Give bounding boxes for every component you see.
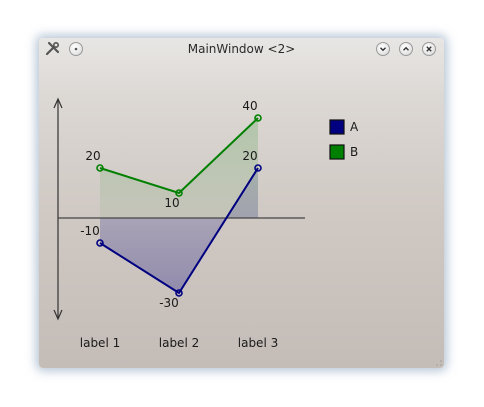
series-B-area	[100, 118, 258, 218]
legend-swatch-A	[329, 119, 345, 135]
maximize-icon[interactable]	[399, 42, 413, 56]
series-A-data-label-2: -30	[159, 296, 179, 310]
series-B-data-label-2: 10	[164, 196, 179, 210]
resize-grip[interactable]	[436, 360, 442, 366]
series-B-data-label-3: 40	[242, 99, 257, 113]
series-B-point-2	[175, 189, 183, 197]
line-chart: -10 -30 20 20 10 40 label 1 label 2 label 3 AB	[53, 97, 359, 350]
series-A-point-3	[254, 164, 262, 172]
window-title: MainWindow <2>	[187, 42, 296, 56]
series-B-point-3	[254, 114, 262, 122]
y-axis-arrow-up	[53, 97, 63, 109]
minimize-icon[interactable]	[376, 42, 390, 56]
main-window: MainWindow <2> -10 -30 20 20 10 40 label 1 labe…	[39, 38, 444, 368]
series-A-data-label-1: -10	[80, 224, 100, 238]
series-B-point-1	[96, 164, 104, 172]
legend-swatch-B	[329, 144, 345, 160]
legend-label-A: A	[350, 120, 359, 134]
y-axis-arrow-down	[53, 309, 63, 321]
x-tick-label-3: label 3	[238, 336, 278, 350]
legend-label-B: B	[350, 145, 358, 159]
x-tick-label-1: label 1	[80, 336, 120, 350]
title-bar[interactable]: MainWindow <2>	[39, 38, 444, 62]
close-icon[interactable]	[422, 42, 436, 56]
series-A-line	[99, 167, 259, 295]
series-A-area	[100, 168, 258, 293]
series-A-data-label-3: 20	[242, 149, 257, 163]
series-A-point-2	[175, 289, 183, 297]
series-B-data-label-1: 20	[85, 149, 100, 163]
window-menu-icon[interactable]	[69, 42, 83, 56]
series-B-line	[99, 117, 259, 195]
series-A-point-1	[96, 239, 104, 247]
wrench-icon[interactable]	[45, 41, 61, 57]
x-tick-label-2: label 2	[159, 336, 199, 350]
